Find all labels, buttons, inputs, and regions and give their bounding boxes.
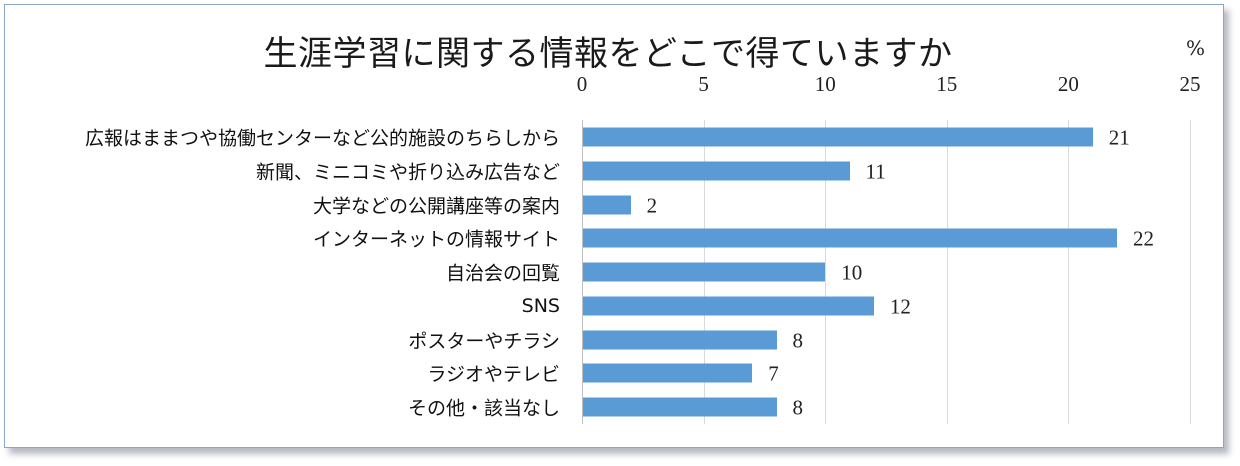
gridline (1190, 120, 1191, 424)
x-tick-label: 10 (814, 72, 836, 96)
data-label: 21 (1108, 125, 1130, 150)
data-label: 12 (889, 294, 911, 319)
x-tick-label: 15 (936, 72, 958, 96)
y-axis-line (582, 120, 583, 424)
category-label: 広報はままつや協働センターなど公的施設のちらしから (84, 127, 560, 150)
x-tick-label: 5 (698, 72, 709, 96)
x-tick-label: 0 (576, 72, 588, 96)
data-label: 8 (792, 395, 804, 420)
data-label: 22 (1133, 226, 1155, 251)
x-tick-label: 25 (1179, 72, 1201, 96)
data-label: 11 (865, 159, 886, 184)
unit-label: % (1186, 36, 1206, 60)
bar (583, 296, 874, 316)
gridline (825, 120, 827, 424)
bar (583, 330, 777, 349)
category-label: ラジオやテレビ (427, 363, 560, 386)
chart-title: 生涯学習に関する情報をどこで得ていますか (263, 34, 953, 74)
data-label: 2 (646, 193, 658, 217)
category-label: 大学などの公開講座等の案内 (312, 195, 560, 217)
bar (583, 363, 753, 383)
data-label: 8 (792, 328, 804, 352)
data-label: 10 (841, 260, 863, 285)
category-label: インターネットの情報サイト (312, 228, 560, 251)
category-label: その他・該当なし (407, 397, 560, 420)
category-label: 新聞、ミニコミや折り込み広告など (255, 161, 560, 184)
bar (583, 127, 1093, 147)
gridline (1068, 120, 1070, 424)
gridline (946, 120, 948, 424)
category-label: ポスターやチラシ (408, 330, 560, 352)
bar (583, 397, 777, 417)
bar (583, 195, 631, 214)
bar (583, 161, 850, 181)
data-label: 7 (768, 361, 779, 386)
category-label: SNS (521, 294, 560, 317)
x-tick-label: 20 (1057, 72, 1079, 96)
bar (583, 262, 826, 282)
category-label: 自治会の回覧 (445, 262, 560, 285)
bar (583, 228, 1118, 248)
